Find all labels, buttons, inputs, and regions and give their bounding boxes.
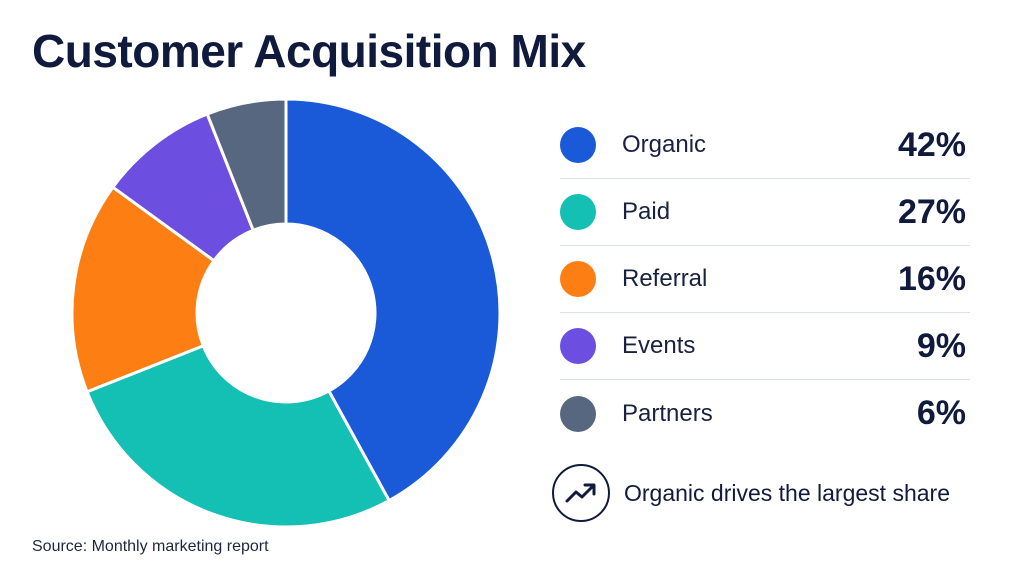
legend-swatch-events (560, 328, 596, 364)
page-title: Customer Acquisition Mix (32, 25, 586, 77)
legend-label: Referral (622, 265, 708, 292)
legend-value: 27% (897, 192, 966, 231)
legend: Organic 42% Paid 27% Referral 16% Events… (560, 112, 970, 447)
legend-value: 42% (897, 125, 966, 164)
legend-label: Partners (622, 399, 713, 427)
legend-value: 6% (916, 394, 966, 432)
legend-item-referral: Referral 16% (560, 246, 970, 313)
legend-label: Organic (622, 131, 707, 158)
slice-referral (70, 185, 217, 394)
legend-value: 9% (916, 326, 966, 365)
slice-paid (85, 343, 392, 529)
legend-value: 16% (897, 259, 966, 298)
legend-swatch-organic (560, 127, 596, 163)
legend-swatch-referral (560, 261, 596, 297)
legend-item-partners: Partners 6% (560, 380, 970, 447)
legend-item-paid: Paid 27% (560, 179, 970, 246)
trend-up-icon (552, 464, 610, 522)
insight-note: Organic drives the largest share (552, 464, 950, 522)
slice-organic (284, 97, 502, 503)
legend-swatch-partners (560, 395, 596, 432)
insight-text: Organic drives the largest share (624, 479, 950, 506)
slice-partners (205, 97, 288, 233)
legend-label: Events (622, 332, 696, 359)
legend-label: Paid (622, 198, 671, 225)
legend-item-organic: Organic 42% (560, 112, 970, 179)
legend-item-events: Events 9% (560, 313, 970, 380)
source-note: Source: Monthly marketing report (32, 538, 269, 555)
legend-swatch-paid (560, 194, 596, 230)
donut-chart (70, 97, 502, 529)
